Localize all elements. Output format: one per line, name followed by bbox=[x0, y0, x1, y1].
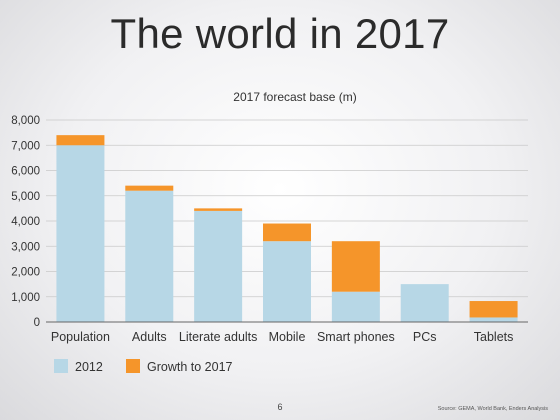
slide-title: The world in 2017 bbox=[110, 10, 450, 57]
x-tick-label: Smart phones bbox=[317, 330, 395, 344]
x-tick-label: Tablets bbox=[474, 330, 514, 344]
bar-segment-growth bbox=[263, 223, 311, 242]
legend-label: Growth to 2017 bbox=[147, 360, 233, 374]
y-tick-label: 7,000 bbox=[11, 140, 40, 152]
source-note: Source: GEMA, World Bank, Enders Analysi… bbox=[437, 406, 548, 412]
bar-segment-2012 bbox=[331, 291, 380, 322]
bar-segment-growth bbox=[56, 135, 105, 146]
legend: 2012 Growth to 2017 bbox=[54, 359, 233, 374]
bar-segment-growth bbox=[469, 301, 518, 318]
bar-segment-2012 bbox=[263, 241, 311, 322]
bar-segment-2012 bbox=[125, 190, 174, 322]
y-tick-label: 6,000 bbox=[11, 166, 40, 178]
bar-segment-2012 bbox=[194, 210, 243, 322]
bar-segment-2012 bbox=[400, 284, 449, 322]
y-axis-ticks: 0 1,000 2,000 3,000 4,000 5,000 6,000 7,000 8,00… bbox=[11, 115, 40, 329]
y-tick-label: 2,000 bbox=[11, 267, 40, 279]
chart-title: 2017 forecast base (m) bbox=[233, 90, 356, 104]
x-tick-label: Population bbox=[51, 330, 110, 344]
x-tick-label: Adults bbox=[132, 330, 167, 344]
y-tick-label: 5,000 bbox=[11, 191, 40, 203]
x-tick-label: Literate adults bbox=[179, 330, 258, 344]
bar-segment-2012 bbox=[56, 145, 105, 322]
legend-swatch-growth bbox=[126, 359, 140, 373]
y-tick-label: 4,000 bbox=[11, 216, 40, 228]
x-tick-label: Mobile bbox=[269, 330, 306, 344]
bar-segment-growth bbox=[194, 208, 243, 211]
legend-label: 2012 bbox=[75, 360, 103, 374]
y-tick-label: 0 bbox=[34, 317, 40, 329]
bars bbox=[56, 135, 518, 322]
y-tick-label: 1,000 bbox=[11, 292, 40, 304]
y-tick-label: 3,000 bbox=[11, 241, 40, 253]
y-tick-label: 8,000 bbox=[11, 115, 40, 127]
bar-segment-growth bbox=[331, 241, 380, 292]
bar-segment-2012 bbox=[469, 317, 518, 322]
bar-segment-growth bbox=[125, 185, 174, 191]
x-tick-label: PCs bbox=[413, 330, 437, 344]
x-axis-ticks: Population Adults Literate adults Mobile Sma… bbox=[51, 330, 513, 344]
legend-swatch-2012 bbox=[54, 359, 68, 373]
page-number: 6 bbox=[277, 402, 283, 412]
